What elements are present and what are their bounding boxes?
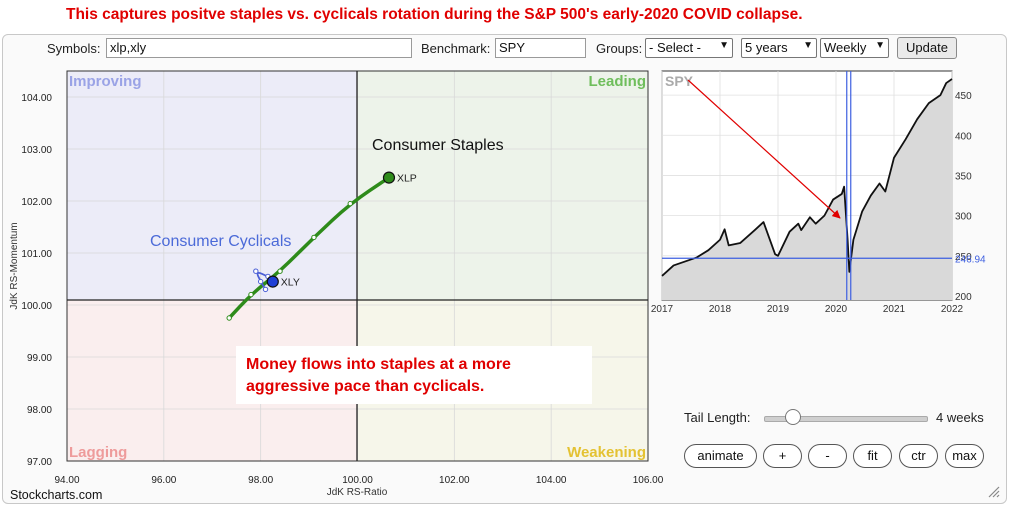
rrg-trail-xlp <box>227 175 391 320</box>
spy-y-tick-label: 450 <box>955 91 972 102</box>
groups-select-value: - Select - <box>649 40 702 55</box>
annotation-arrow <box>687 79 841 219</box>
spy-x-tick-label: 2019 <box>767 304 790 315</box>
cyclicals-annotation: Consumer Cyclicals <box>150 233 291 250</box>
center-button[interactable]: ctr <box>899 444 938 468</box>
callout-box <box>236 346 592 404</box>
rrg-x-tick-label: 106.00 <box>633 475 664 486</box>
spy-y-tick-label: 250 <box>955 252 972 263</box>
chevron-down-icon: ▼ <box>719 40 729 51</box>
spy-y-tick-label: 300 <box>955 212 972 223</box>
benchmark-input[interactable]: SPY <box>495 38 586 58</box>
spy-y-tick-label: 200 <box>955 292 972 303</box>
fit-button[interactable]: fit <box>853 444 892 468</box>
rrg-point-xlp <box>226 315 232 321</box>
period-select[interactable]: 5 years ▼ <box>741 38 817 58</box>
frequency-select[interactable]: Weekly ▼ <box>820 38 889 58</box>
rrg-point-xly <box>262 286 269 293</box>
rrg-head-xlp <box>382 171 396 184</box>
rrg-point-xlp <box>311 234 317 241</box>
callout-text: Money flows into staples at a more aggre… <box>246 356 511 395</box>
rrg-y-tick-label: 98.00 <box>27 405 52 416</box>
rrg-y-tick-label: 102.00 <box>21 197 52 208</box>
rrg-head-xly <box>266 275 279 288</box>
rrg-point-xly <box>257 278 264 285</box>
rrg-series-layer: XLP XLY <box>226 171 417 321</box>
rrg-label-xly: XLY <box>281 277 300 289</box>
zoom-in-button[interactable]: + <box>763 444 802 468</box>
spy-price-line <box>661 78 953 277</box>
tail-length-slider-thumb[interactable] <box>785 409 802 425</box>
spy-x-tick-label: 2018 <box>709 304 732 315</box>
tail-length-value: 4 weeks <box>936 410 984 425</box>
tail-length-label: Tail Length: <box>684 410 751 425</box>
spy-y-tick-label: 350 <box>955 171 972 182</box>
chevron-down-icon: ▼ <box>803 40 813 51</box>
rrg-point-xlp <box>347 200 353 207</box>
rrg-x-tick-label: 104.00 <box>536 475 567 486</box>
quadrant-leading <box>357 71 648 300</box>
spy-x-tick-label: 2020 <box>825 304 848 315</box>
symbols-input[interactable]: xlp,xly <box>106 38 412 58</box>
spy-y-tick-label: 400 <box>955 131 972 142</box>
spy-chart-title: SPY <box>665 73 694 89</box>
rrg-point-xlp <box>277 268 283 274</box>
spy-x-ticks: 2017 2018 2019 2020 2021 2022 <box>651 304 964 315</box>
headline-annotation: This captures positve staples vs. cyclic… <box>66 6 803 23</box>
rrg-y-tick-label: 100.00 <box>21 301 52 312</box>
max-button[interactable]: max <box>945 444 984 468</box>
rrg-y-tick-label: 104.00 <box>21 93 52 104</box>
resize-handle-icon[interactable] <box>986 484 1000 498</box>
rrg-y-axis-label: JdK RS-Momentum <box>9 222 20 309</box>
period-select-value: 5 years <box>745 40 788 55</box>
spy-x-tick-label: 2022 <box>941 304 964 315</box>
spy-crosshair-value: 246.94 <box>955 254 986 265</box>
spy-area-layer <box>661 78 953 300</box>
rrg-label-xlp: XLP <box>397 173 417 185</box>
rrg-y-tick-label: 103.00 <box>21 145 52 156</box>
rrg-x-tick-label: 98.00 <box>248 475 273 486</box>
spy-x-tick-label: 2017 <box>651 304 674 315</box>
spy-crosshair: 246.94 <box>662 71 986 300</box>
groups-label: Groups: <box>596 41 643 56</box>
quadrant-label-leading: Leading <box>588 73 646 90</box>
zoom-out-button[interactable]: - <box>808 444 847 468</box>
spy-y-ticks: 200 250 300 350 400 450 <box>955 91 972 303</box>
benchmark-label: Benchmark: <box>421 41 491 56</box>
rrg-y-tick-label: 101.00 <box>21 249 52 260</box>
update-button[interactable]: Update <box>897 37 957 59</box>
quadrant-improving <box>67 71 357 300</box>
frequency-select-value: Weekly <box>824 40 867 55</box>
quadrant-label-weakening: Weakening <box>567 444 646 461</box>
rrg-x-tick-label: 102.00 <box>439 475 470 486</box>
rrg-x-tick-label: 100.00 <box>342 475 373 486</box>
footer-brand: Stockcharts.com <box>10 488 103 502</box>
rrg-y-ticks: 97.00 98.00 99.00 100.00 101.00 102.00 103.00 1… <box>21 93 52 468</box>
staples-annotation: Consumer Staples <box>372 137 504 154</box>
rrg-y-tick-label: 97.00 <box>27 457 52 468</box>
rrg-point-xly <box>253 268 259 274</box>
quadrant-label-improving: Improving <box>69 73 142 90</box>
animate-button[interactable]: animate <box>684 444 757 468</box>
quadrant-label-lagging: Lagging <box>69 444 127 461</box>
rrg-x-tick-label: 96.00 <box>151 475 176 486</box>
symbols-label: Symbols: <box>47 41 101 56</box>
chevron-down-icon: ▼ <box>875 40 885 51</box>
rrg-point-xlp <box>248 291 254 298</box>
rrg-y-tick-label: 99.00 <box>27 353 52 364</box>
rrg-x-axis-label: JdK RS-Ratio <box>327 487 388 498</box>
tail-length-slider-track[interactable] <box>764 416 928 422</box>
rrg-x-ticks: 94.00 96.00 98.00 100.00 102.00 104.00 106.00 <box>54 475 663 486</box>
rrg-x-tick-label: 94.00 <box>54 475 79 486</box>
groups-select[interactable]: - Select - ▼ <box>645 38 733 58</box>
spy-x-tick-label: 2021 <box>883 304 906 315</box>
